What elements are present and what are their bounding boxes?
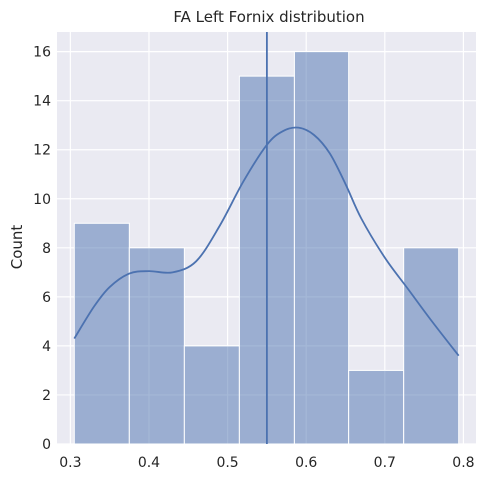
x-tick-label: 0.6: [295, 455, 317, 471]
chart-title: FA Left Fornix distribution: [173, 8, 364, 26]
x-tick-label: 0.5: [216, 455, 238, 471]
histogram-bar: [73, 222, 130, 445]
y-tick-label: 6: [42, 290, 51, 306]
y-tick-label: 12: [33, 143, 51, 159]
y-tick-label: 0: [42, 437, 51, 453]
histogram-bar: [293, 51, 350, 445]
y-tick-label: 10: [33, 192, 51, 208]
histogram-bar: [128, 247, 185, 445]
kde-curve: [73, 126, 460, 357]
x-axis-ticks: 0.3 0.4 0.5 0.6 0.7 0.8: [59, 455, 474, 471]
y-tick-label: 14: [33, 94, 51, 110]
y-tick-label: 2: [42, 388, 51, 404]
x-tick-label: 0.4: [138, 455, 160, 471]
y-tick-label: 4: [42, 339, 51, 355]
histogram-bar: [183, 345, 240, 445]
y-axis-ticks: 0 2 4 6 8 10 12 14 16: [33, 45, 51, 453]
y-axis-label: Count: [8, 225, 26, 270]
y-tick-label: 8: [42, 241, 51, 257]
x-tick-label: 0.8: [452, 455, 474, 471]
x-tick-label: 0.3: [59, 455, 81, 471]
histogram-bar: [348, 369, 405, 445]
histogram-bar: [403, 247, 460, 445]
bars: [73, 51, 460, 445]
kde: [73, 126, 460, 357]
x-tick-label: 0.7: [374, 455, 396, 471]
y-tick-label: 16: [33, 45, 51, 61]
